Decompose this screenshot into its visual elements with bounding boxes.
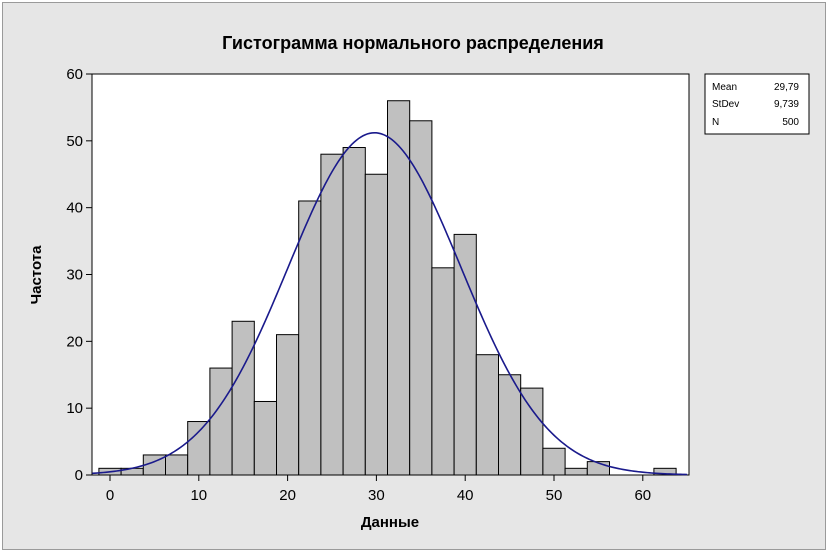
x-tick-label: 20 — [279, 487, 296, 504]
stats-stdev-label: StDev — [712, 99, 739, 110]
histogram-bar — [475, 354, 499, 476]
stats-box-frame — [704, 73, 810, 135]
histogram-bar — [253, 400, 278, 476]
y-tick-label: 50 — [66, 133, 83, 150]
histogram-bar — [231, 320, 255, 476]
x-tick-label: 30 — [368, 487, 385, 504]
histogram-bar — [653, 467, 677, 476]
histogram-bar — [209, 367, 233, 476]
histogram-bar — [409, 120, 433, 476]
stats-n-value: 500 — [782, 117, 799, 128]
y-tick-label: 0 — [75, 467, 83, 484]
y-tick-label: 40 — [66, 200, 83, 217]
histogram-bar — [342, 147, 366, 476]
histogram-bar — [387, 100, 411, 476]
x-tick-label: 40 — [457, 487, 474, 504]
stats-mean-label: Mean — [712, 82, 737, 93]
histogram-bar — [165, 454, 189, 476]
y-tick-label: 10 — [66, 400, 83, 417]
normal-curve — [92, 131, 688, 476]
stats-n-label: N — [712, 117, 719, 128]
stats-stdev-value: 9,739 — [774, 99, 799, 110]
y-tick-label: 30 — [66, 267, 83, 284]
x-tick-label: 0 — [106, 487, 114, 504]
x-tick-label: 50 — [546, 487, 563, 504]
histogram-bar — [453, 233, 477, 476]
chart-title: Гистограмма нормального распределения — [222, 33, 604, 53]
stats-box: Mean 29,79 StDev 9,739 N 500 — [704, 73, 810, 135]
histogram-bar — [364, 173, 388, 476]
histogram-bar — [542, 447, 566, 476]
y-tick-label: 20 — [66, 333, 83, 350]
histogram-bar — [498, 374, 522, 476]
x-axis-label: Данные — [361, 514, 419, 531]
histogram-bar — [187, 421, 211, 476]
histogram-bar — [520, 387, 544, 476]
stats-mean-value: 29,79 — [774, 82, 799, 93]
histogram-bar — [431, 267, 455, 476]
histogram-bar — [298, 200, 322, 476]
histogram-bar — [320, 153, 344, 476]
y-axis-label: Частота — [28, 245, 45, 305]
x-tick-label: 60 — [634, 487, 651, 504]
y-tick-label: 60 — [66, 66, 83, 83]
x-tick-label: 10 — [190, 487, 207, 504]
histogram-bar — [276, 334, 300, 476]
histogram-bar — [564, 467, 588, 476]
